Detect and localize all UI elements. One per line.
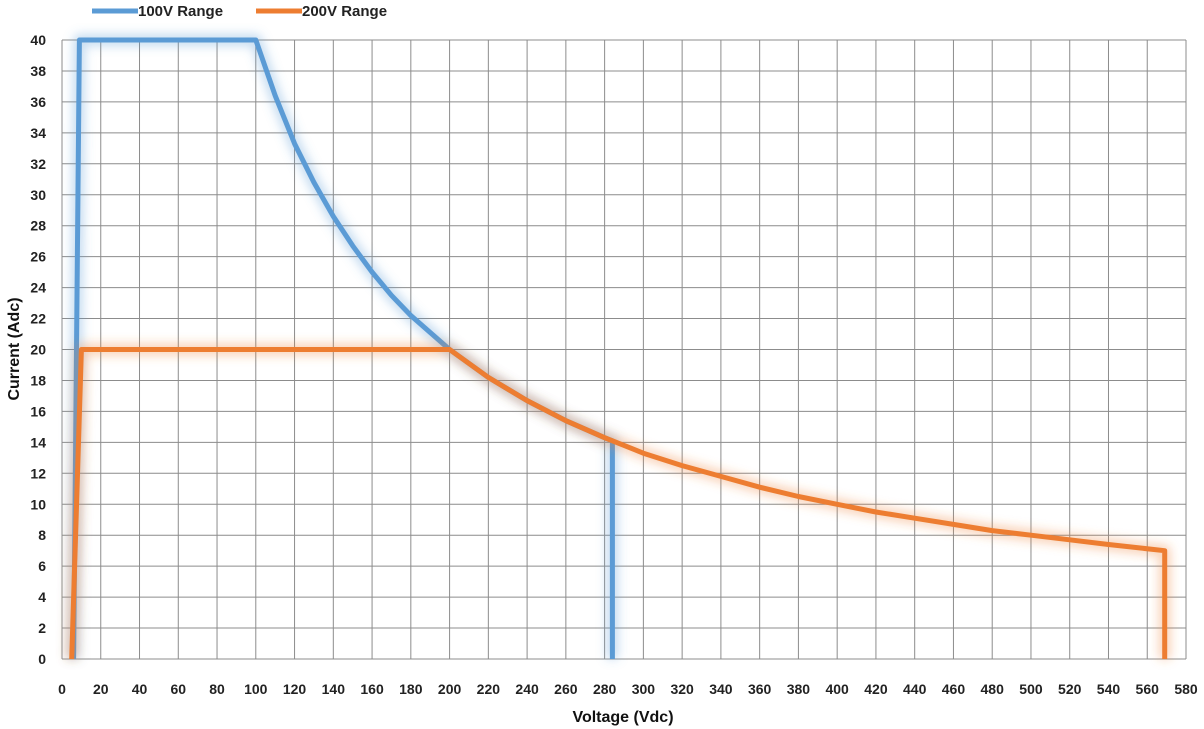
- y-tick-label: 26: [30, 249, 46, 265]
- x-tick-label: 60: [170, 681, 186, 697]
- y-tick-label: 22: [30, 311, 46, 327]
- x-tick-label: 180: [399, 681, 423, 697]
- y-tick-label: 18: [30, 372, 46, 388]
- x-tick-label: 400: [825, 681, 849, 697]
- x-tick-label: 480: [981, 681, 1005, 697]
- x-tick-label: 80: [209, 681, 225, 697]
- y-tick-label: 20: [30, 342, 46, 358]
- x-tick-label: 300: [632, 681, 656, 697]
- y-tick-label: 38: [30, 63, 46, 79]
- x-tick-label: 40: [132, 681, 148, 697]
- x-tick-label: 20: [93, 681, 109, 697]
- x-tick-label: 520: [1058, 681, 1082, 697]
- y-tick-label: 24: [30, 280, 46, 296]
- y-tick-label: 28: [30, 218, 46, 234]
- x-tick-label: 100: [244, 681, 268, 697]
- y-tick-label: 0: [38, 651, 46, 667]
- x-tick-label: 460: [942, 681, 966, 697]
- x-tick-label: 340: [709, 681, 733, 697]
- grid: [61, 39, 1187, 660]
- x-tick-label: 240: [515, 681, 539, 697]
- x-tick-label: 580: [1174, 681, 1198, 697]
- x-tick-label: 120: [283, 681, 307, 697]
- x-tick-label: 540: [1097, 681, 1121, 697]
- y-tick-label: 32: [30, 156, 46, 172]
- y-tick-label: 4: [38, 589, 46, 605]
- x-tick-label: 420: [864, 681, 888, 697]
- y-axis-title: Current (Adc): [6, 297, 23, 400]
- y-tick-label: 12: [30, 465, 46, 481]
- x-tick-label: 440: [903, 681, 927, 697]
- x-tick-label: 560: [1136, 681, 1160, 697]
- x-tick-label: 0: [58, 681, 66, 697]
- y-tick-label: 34: [30, 125, 46, 141]
- x-tick-label: 500: [1019, 681, 1043, 697]
- x-tick-label: 220: [477, 681, 501, 697]
- series-lines: [65, 34, 1171, 660]
- x-tick-label: 140: [322, 681, 346, 697]
- legend-label-200v: 200V Range: [302, 3, 387, 20]
- y-tick-label: 8: [38, 527, 46, 543]
- y-tick-label: 6: [38, 558, 46, 574]
- y-tick-label: 16: [30, 403, 46, 419]
- y-tick-label: 2: [38, 620, 46, 636]
- x-tick-label: 260: [554, 681, 578, 697]
- x-tick-label: 200: [438, 681, 462, 697]
- tick-labels: 0 20 40 60 80 100 120 140 160 180 200 220 240 260 280 3…: [30, 32, 1197, 697]
- y-tick-label: 36: [30, 94, 46, 110]
- y-tick-label: 40: [30, 32, 46, 48]
- x-tick-label: 160: [360, 681, 384, 697]
- y-tick-label: 10: [30, 496, 46, 512]
- y-tick-label: 14: [30, 434, 46, 450]
- x-tick-label: 380: [787, 681, 811, 697]
- x-tick-label: 360: [748, 681, 772, 697]
- legend-label-100v: 100V Range: [138, 3, 223, 20]
- series-line-2: [69, 347, 1168, 660]
- x-axis-title: Voltage (Vdc): [572, 709, 673, 726]
- y-tick-label: 30: [30, 187, 46, 203]
- x-tick-label: 320: [670, 681, 694, 697]
- x-tick-label: 280: [593, 681, 617, 697]
- legend: 100V Range 200V Range: [92, 3, 387, 20]
